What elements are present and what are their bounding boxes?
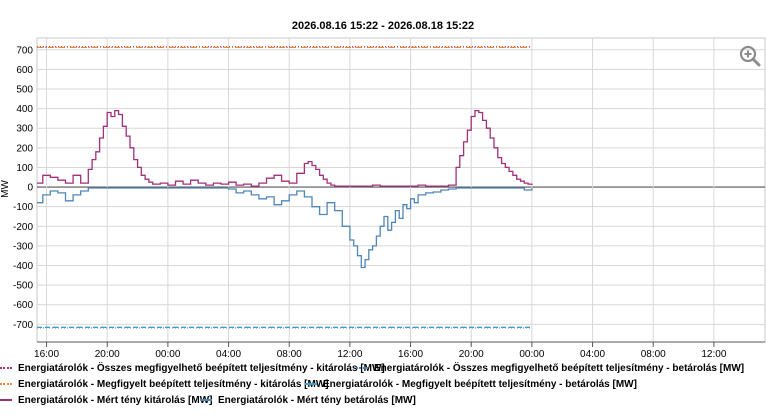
x-tick-label: 16:00 [398,349,423,360]
legend-swatch [356,367,368,370]
y-tick-label: 500 [16,84,33,95]
y-tick-label: -300 [13,241,33,252]
y-tick-label: 700 [16,45,33,56]
legend-item[interactable]: Energiatárolók - Megfigyelt beépített te… [0,377,329,393]
x-tick-label: 04:00 [216,349,241,360]
legend-item[interactable]: Energiatárolók - Összes megfigyelhető be… [356,361,744,377]
legend-label: Energiatárolók - Megfigyelt beépített te… [323,379,637,390]
x-tick-label: 00:00 [155,349,180,360]
y-tick-label: -200 [13,222,33,233]
x-tick-label: 08:00 [277,349,302,360]
x-tick-label: 04:00 [580,349,605,360]
series-layer [37,46,533,329]
x-tick-label: 20:00 [459,349,484,360]
x-tick-label: 20:00 [95,349,120,360]
legend-label: Energiatárolók - Mért tény betárolás [MW… [218,395,416,406]
legend-row: Energiatárolók - Mért tény kitárolás [MW… [0,393,766,409]
legend-label: Energiatárolók - Összes megfigyelhető be… [374,363,745,374]
x-tick-label: 12:00 [337,349,362,360]
y-tick-label: 600 [16,65,33,76]
y-axis-label: MW [0,180,11,198]
series-line-5 [37,187,533,269]
y-tick-label: 100 [16,163,33,174]
legend-swatch [200,399,212,402]
legend-row: Energiatárolók - Megfigyelt beépített te… [0,377,766,393]
y-tick-label: -400 [13,261,33,272]
y-tick-label: -500 [13,281,33,292]
y-tick-label: -100 [13,202,33,213]
series-line-4 [37,109,533,187]
plot-area [36,37,766,343]
y-tick-label: -700 [13,320,33,331]
x-tick-label: 16:00 [34,349,59,360]
legend-swatch [305,383,317,386]
y-tick-label: 0 [27,183,33,194]
legend-row: Energiatárolók - Összes megfigyelhető be… [0,361,766,377]
chart-title: 2026.08.16 15:22 - 2026.08.18 15:22 [292,20,474,32]
legend-item[interactable]: Energiatárolók - Mért tény betárolás [MW… [200,393,416,409]
y-tick-label: 300 [16,124,33,135]
x-tick-label: 12:00 [701,349,726,360]
zoom-in-icon[interactable] [738,44,762,68]
legend-label: Energiatárolók - Összes megfigyelhető be… [18,363,385,374]
y-tick-label: 400 [16,104,33,115]
x-tick-label: 08:00 [641,349,666,360]
y-tick-label: -600 [13,300,33,311]
legend-swatch [0,399,12,402]
grid [36,37,766,343]
legend-label: Energiatárolók - Megfigyelt beépített te… [18,379,329,390]
legend-swatch [0,383,12,386]
legend: Energiatárolók - Összes megfigyelhető be… [0,361,766,409]
legend-label: Energiatárolók - Mért tény kitárolás [MW… [18,395,213,406]
legend-swatch [0,367,12,370]
x-tick-label: 00:00 [519,349,544,360]
axes: 700 600 500 400 300 200 100 0 -100 -200 -300 -400 -5… [13,45,765,360]
y-tick-label: 200 [16,143,33,154]
legend-item[interactable]: Energiatárolók - Megfigyelt beépített te… [305,377,637,393]
legend-item[interactable]: Energiatárolók - Összes megfigyelhető be… [0,361,385,377]
chart-svg: 2026.08.16 15:22 - 2026.08.18 15:22 700 6… [0,20,766,360]
legend-item[interactable]: Energiatárolók - Mért tény kitárolás [MW… [0,393,212,409]
